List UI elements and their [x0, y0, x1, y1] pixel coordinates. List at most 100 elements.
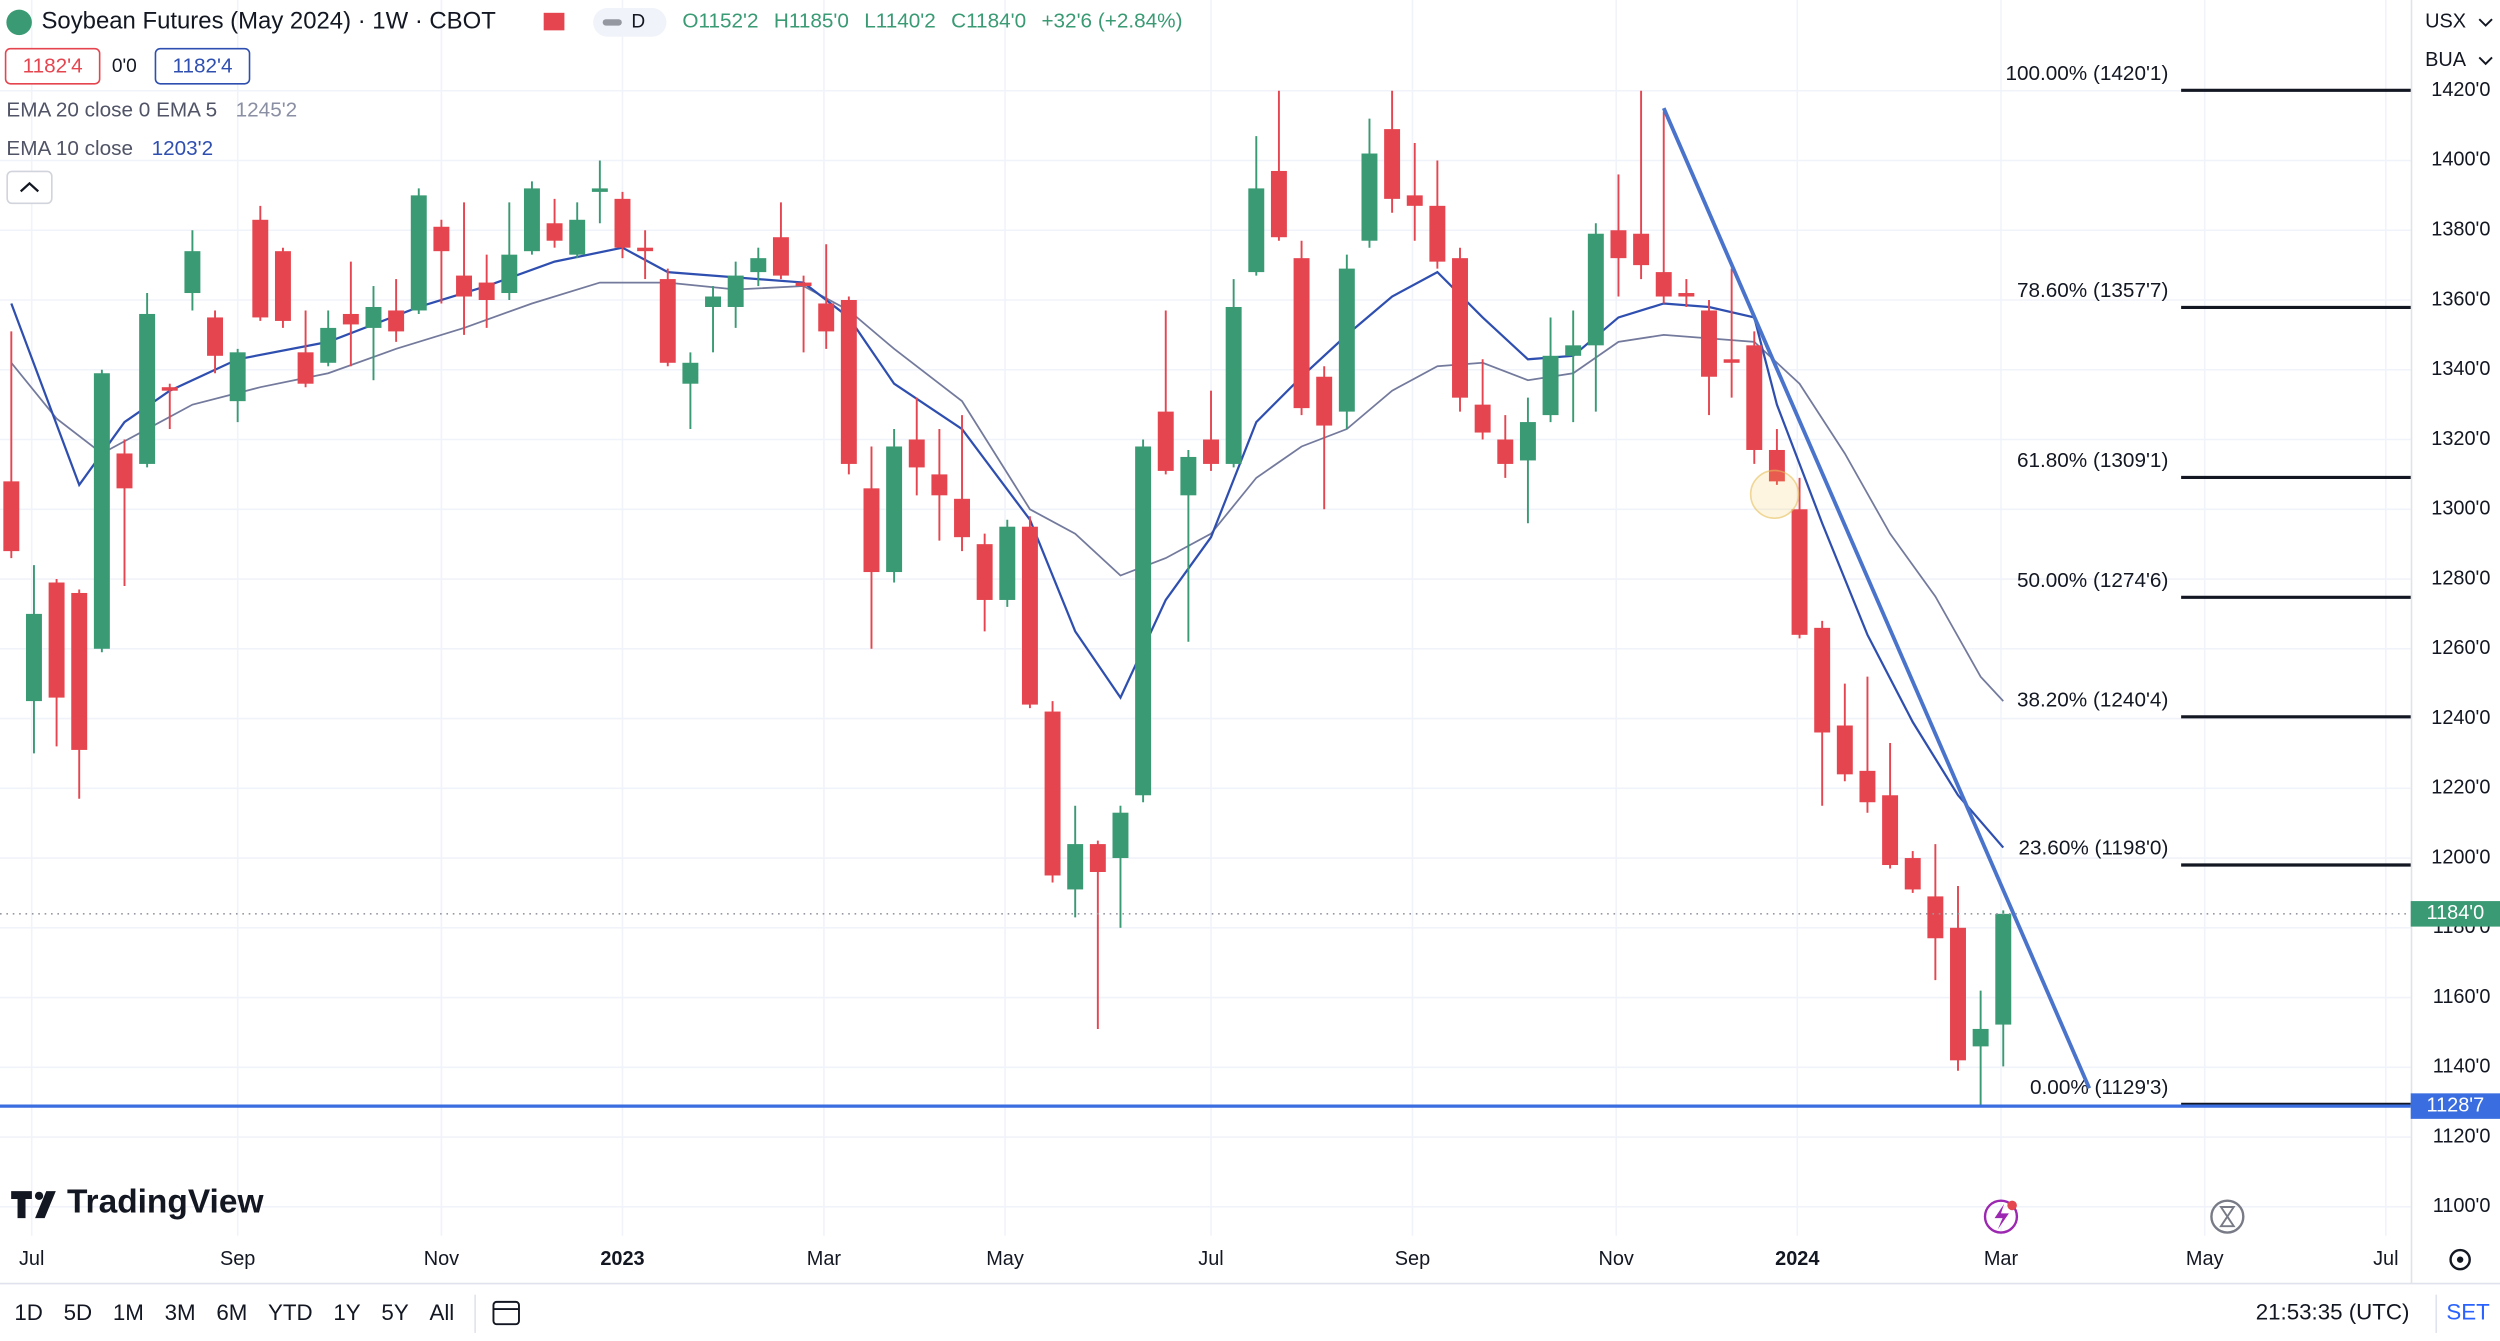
close: C1184'0 [951, 10, 1026, 33]
candle-body [1384, 129, 1401, 199]
indicator-legend: EMA 10 close 1203'2 [6, 137, 213, 160]
candle-body [1157, 411, 1174, 471]
range-button[interactable]: 3M [165, 1300, 196, 1325]
trendline [1661, 107, 2092, 1089]
range-buttons: 1D 5D 1M 3M 6M YTD 1Y 5Y All [14, 1300, 454, 1325]
candle-body [1542, 355, 1559, 416]
candle-body [1768, 449, 1785, 482]
candle-body [1248, 188, 1265, 273]
candle-body [1225, 306, 1242, 464]
y-tick-label: 1280'0 [2431, 567, 2490, 589]
candle-body [1701, 310, 1717, 377]
badge: D [631, 11, 645, 32]
candle-body [1497, 439, 1514, 464]
currency[interactable]: USX [2425, 11, 2466, 33]
range-button[interactable]: YTD [268, 1300, 313, 1325]
unit[interactable]: BUA [2425, 49, 2467, 71]
calendar-icon[interactable] [492, 1300, 520, 1326]
candle-body [1655, 272, 1672, 297]
candle-body [48, 582, 65, 698]
events-icon[interactable] [1983, 1199, 2019, 1234]
candle-body [908, 439, 925, 468]
fib-label: 23.60% (1198'0) [2019, 837, 2169, 860]
candle-body [1836, 725, 1853, 775]
y-tick-label: 1360'0 [2431, 288, 2490, 310]
candle-body [71, 592, 88, 750]
candle-body [1474, 404, 1491, 433]
range-button[interactable]: 1Y [333, 1300, 360, 1325]
candle-body [637, 247, 654, 252]
candle-body [320, 327, 337, 363]
candle-body [478, 282, 495, 301]
candle-body [1203, 439, 1219, 464]
range-button[interactable]: 1M [113, 1300, 144, 1325]
candle-body [342, 313, 359, 325]
candle-body [976, 544, 993, 600]
bid-box[interactable] [4, 47, 101, 85]
dropdown-icon [2478, 56, 2493, 66]
x-tick-label: Jul [2373, 1248, 2398, 1270]
candle-body [116, 453, 133, 489]
fib-label: 50.00% (1274'6) [2017, 569, 2168, 592]
candle-body [1293, 258, 1310, 409]
y-tick-label: 1100'0 [2433, 1195, 2491, 1217]
range-button[interactable]: 5Y [381, 1300, 408, 1325]
candle-body [1565, 345, 1582, 356]
events-dot [2007, 1200, 2017, 1211]
candle-body [1112, 812, 1129, 859]
candle-body [25, 613, 42, 702]
collapse-button[interactable] [6, 170, 53, 205]
settings-button[interactable]: SET [2446, 1300, 2490, 1325]
candle-body [1519, 422, 1536, 461]
range-button[interactable]: 5D [64, 1300, 93, 1325]
ask-box[interactable] [154, 47, 251, 85]
y-tick-label: 1140'0 [2433, 1056, 2491, 1078]
candle-body [1067, 844, 1084, 890]
candle-body [1746, 345, 1763, 450]
range-button[interactable]: 6M [216, 1300, 247, 1325]
plot [3, 90, 2012, 1106]
candle-body [93, 373, 110, 649]
y-tick-label: 1340'0 [2431, 358, 2490, 380]
range-button[interactable]: All [429, 1300, 454, 1325]
candle-body [1972, 1028, 1989, 1047]
x-tick-label: Sep [1395, 1248, 1430, 1270]
x-tick-label: Sep [220, 1248, 255, 1270]
dropdown-icon [2478, 18, 2493, 27]
support-label: 1128'7 [2427, 1094, 2485, 1116]
candle-body [795, 282, 812, 287]
session-icon[interactable] [2210, 1199, 2245, 1234]
y-tick-label: 1380'0 [2431, 219, 2490, 241]
candle-body [863, 488, 880, 573]
y-tick-label: 1420'0 [2431, 79, 2490, 101]
candle-body [1406, 195, 1423, 206]
flag-icon[interactable] [543, 12, 565, 31]
candle-body [682, 362, 699, 384]
x-tick-label: May [2186, 1248, 2224, 1270]
fib-label: 100.00% (1420'1) [2005, 62, 2168, 85]
candle-body [1270, 170, 1287, 238]
x-tick-label: Jul [19, 1248, 44, 1270]
chart-title: Soybean Futures (May 2024) · 1W · CBOT [41, 8, 496, 35]
spread: 0'0 [112, 56, 137, 77]
indicator-value: 1203'2 [152, 137, 214, 160]
y-tick-label: 1120'0 [2433, 1125, 2491, 1147]
candle-body [1135, 446, 1152, 796]
candle-body [727, 275, 744, 307]
candle-body [1044, 711, 1061, 876]
indicator-value: 1245'2 [236, 99, 298, 122]
indicator-name: EMA 20 close 0 EMA 5 [6, 99, 217, 122]
settings-icon[interactable] [2449, 1248, 2471, 1271]
change: +32'6 (+2.84%) [1041, 10, 1182, 33]
candle-body [546, 223, 563, 241]
candle-body [954, 498, 970, 538]
candle-body [1452, 258, 1468, 398]
range-button[interactable]: 1D [14, 1300, 43, 1325]
x-tick-label: Mar [807, 1248, 842, 1270]
candle-body [818, 303, 835, 332]
x-tick-label: Jul [1198, 1248, 1223, 1270]
candle-body [659, 279, 676, 363]
candle-body [614, 198, 631, 248]
candle-body [1429, 205, 1446, 262]
